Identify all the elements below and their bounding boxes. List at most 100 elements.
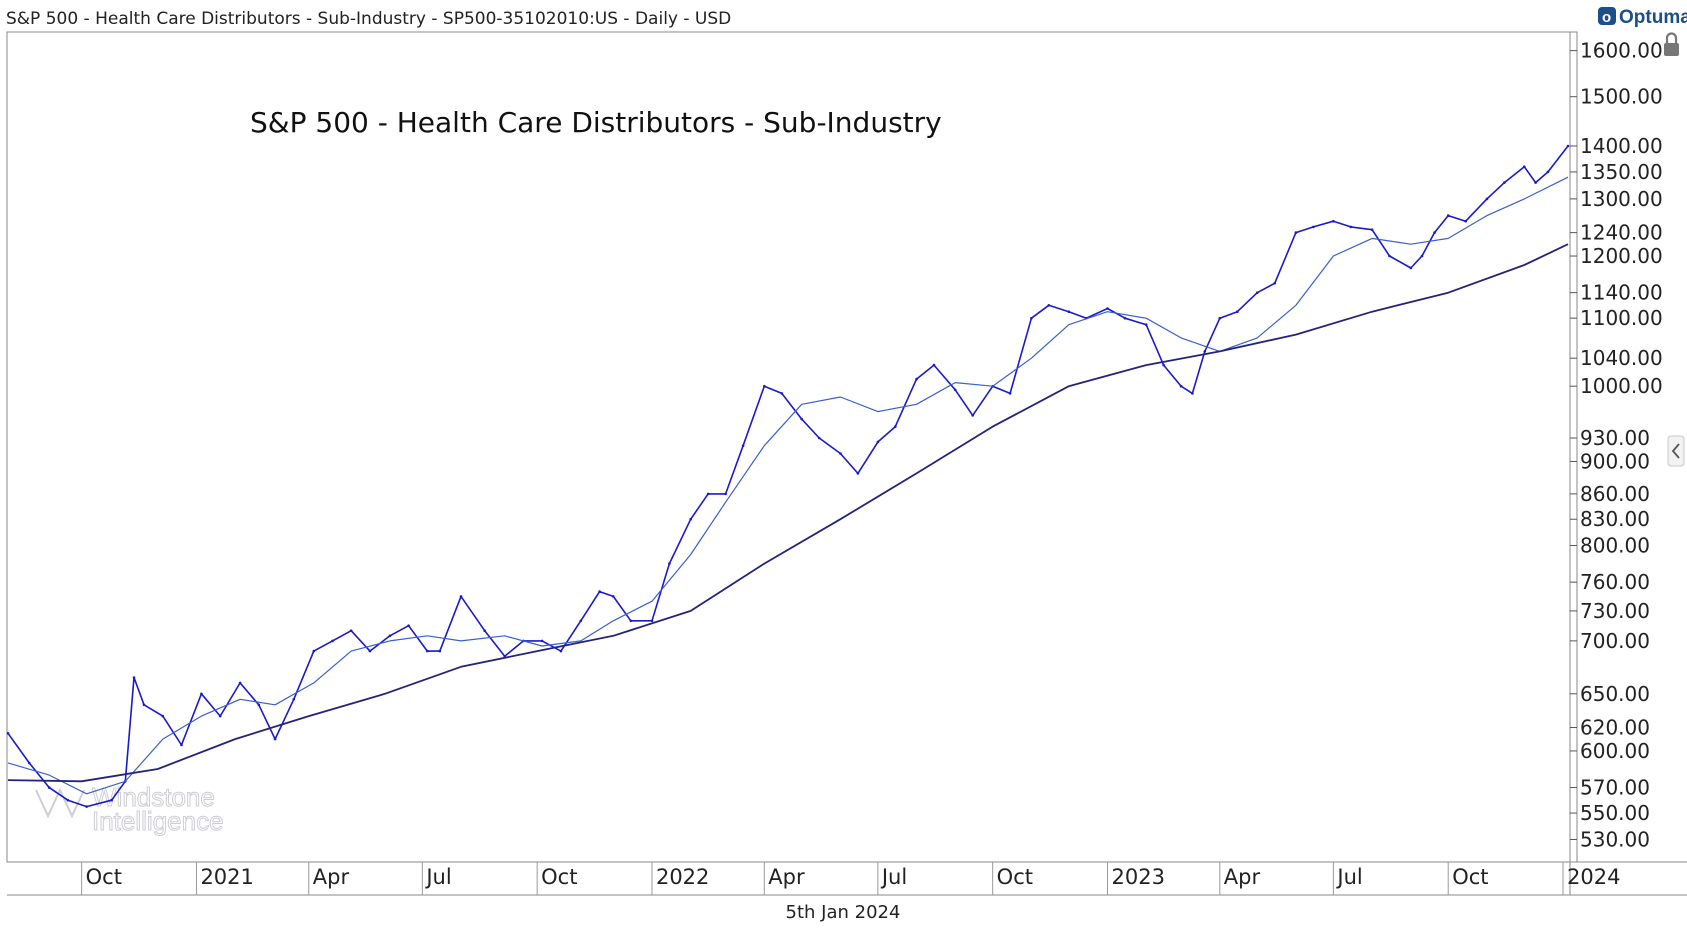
price-point: [459, 595, 463, 598]
price-point: [1294, 231, 1298, 234]
watermark-icon: [35, 787, 85, 819]
price-point: [142, 703, 146, 707]
x-tick-label: Jul: [880, 865, 907, 889]
price-point: [1349, 225, 1353, 229]
y-tick-label: 620.00: [1580, 716, 1650, 740]
price-point: [1236, 310, 1239, 314]
price-point: [388, 634, 392, 638]
chevron-left-icon: [1671, 443, 1680, 459]
x-tick-label: 2022: [656, 865, 709, 889]
series-line-price: [7, 145, 1569, 808]
price-point: [1566, 144, 1570, 148]
price-point: [579, 619, 583, 623]
price-point: [85, 805, 88, 808]
lock-icon[interactable]: [1664, 32, 1679, 57]
series-layer: [6, 144, 1570, 808]
y-tick-label: 1200.00: [1580, 244, 1663, 268]
price-point: [1370, 228, 1374, 231]
chart-title: S&P 500 - Health Care Distributors - Sub…: [250, 106, 942, 139]
price-point: [1433, 231, 1436, 234]
y-tick-label: 830.00: [1580, 507, 1650, 531]
y-tick-label: 1040.00: [1580, 346, 1663, 370]
price-point: [1464, 219, 1467, 223]
watermark: Windstone Intelligence: [35, 782, 224, 837]
y-tick-label: 900.00: [1580, 449, 1650, 473]
y-tick-label: 1300.00: [1580, 187, 1663, 211]
price-point: [1546, 170, 1550, 174]
price-point: [438, 649, 442, 653]
price-point: [839, 452, 842, 455]
x-tick-label: Apr: [1224, 865, 1261, 889]
price-point: [668, 562, 671, 565]
price-point: [915, 377, 918, 381]
price-point: [724, 492, 727, 496]
y-tick-label: 1100.00: [1580, 306, 1663, 330]
price-point: [483, 629, 487, 632]
price-point: [800, 417, 803, 421]
price-point: [629, 619, 633, 623]
price-point: [312, 649, 316, 653]
x-axis-ticks: Oct 2021 Apr Jul Oct 2022 Apr Jul Oct 2023 Apr Jul O…: [81, 862, 1620, 895]
price-point: [257, 703, 261, 707]
price-point: [1191, 392, 1194, 395]
price-point: [953, 388, 957, 392]
price-point: [200, 692, 203, 696]
y-tick-label: 1600.00: [1580, 39, 1663, 63]
optuma-logo-icon: [1598, 7, 1616, 25]
price-point: [218, 714, 222, 718]
price-point: [1123, 316, 1127, 320]
price-point: [66, 798, 70, 802]
price-point: [407, 624, 410, 627]
price-point: [706, 492, 710, 496]
x-tick-label: 2023: [1111, 865, 1164, 889]
price-point: [1485, 197, 1489, 201]
chart-header-title: S&P 500 - Health Care Distributors - Sub…: [6, 9, 731, 29]
price-point: [161, 714, 165, 718]
y-tick-label: 1500.00: [1580, 85, 1663, 109]
x-tick-label: Jul: [424, 865, 451, 889]
price-point: [1332, 219, 1335, 223]
price-point: [331, 639, 334, 643]
price-point: [876, 440, 880, 444]
x-tick-label: Jul: [1335, 865, 1362, 889]
price-point: [273, 737, 277, 741]
price-point: [650, 619, 654, 623]
price-point: [932, 363, 936, 367]
price-point: [349, 629, 353, 632]
price-point: [368, 649, 372, 653]
y-tick-label: 730.00: [1580, 599, 1650, 623]
price-point: [1312, 225, 1315, 229]
y-tick-label: 570.00: [1580, 776, 1650, 800]
optuma-logo: o Optuma: [1598, 7, 1687, 28]
price-point: [612, 595, 615, 598]
y-tick-label: 1240.00: [1580, 221, 1663, 245]
y-tick-label: 800.00: [1580, 534, 1650, 558]
price-point: [1203, 350, 1207, 353]
chart-footer-date: 5th Jan 2024: [786, 902, 901, 923]
x-tick-label: Oct: [86, 865, 122, 889]
optuma-logo-text: Optuma: [1619, 7, 1687, 28]
watermark-line1: Windstone: [92, 782, 215, 812]
price-point: [741, 444, 745, 448]
x-tick-label: Oct: [1452, 865, 1488, 889]
x-tick-label: Apr: [768, 865, 805, 889]
x-tick-label: Apr: [313, 865, 350, 889]
price-point: [110, 798, 113, 802]
price-point: [132, 676, 136, 679]
price-point: [426, 649, 429, 653]
collapse-panel-handle[interactable]: [1667, 435, 1685, 467]
price-point: [1523, 165, 1526, 168]
price-point: [689, 517, 692, 521]
price-point: [1144, 323, 1148, 327]
x-tick-label: Oct: [997, 865, 1033, 889]
price-point: [1162, 363, 1165, 367]
svg-text:o: o: [1602, 9, 1611, 26]
price-point: [6, 732, 10, 735]
price-point: [1030, 316, 1033, 320]
price-point: [1534, 181, 1537, 184]
price-point: [47, 786, 51, 789]
price-point: [238, 681, 242, 685]
y-tick-label: 1350.00: [1580, 160, 1663, 184]
